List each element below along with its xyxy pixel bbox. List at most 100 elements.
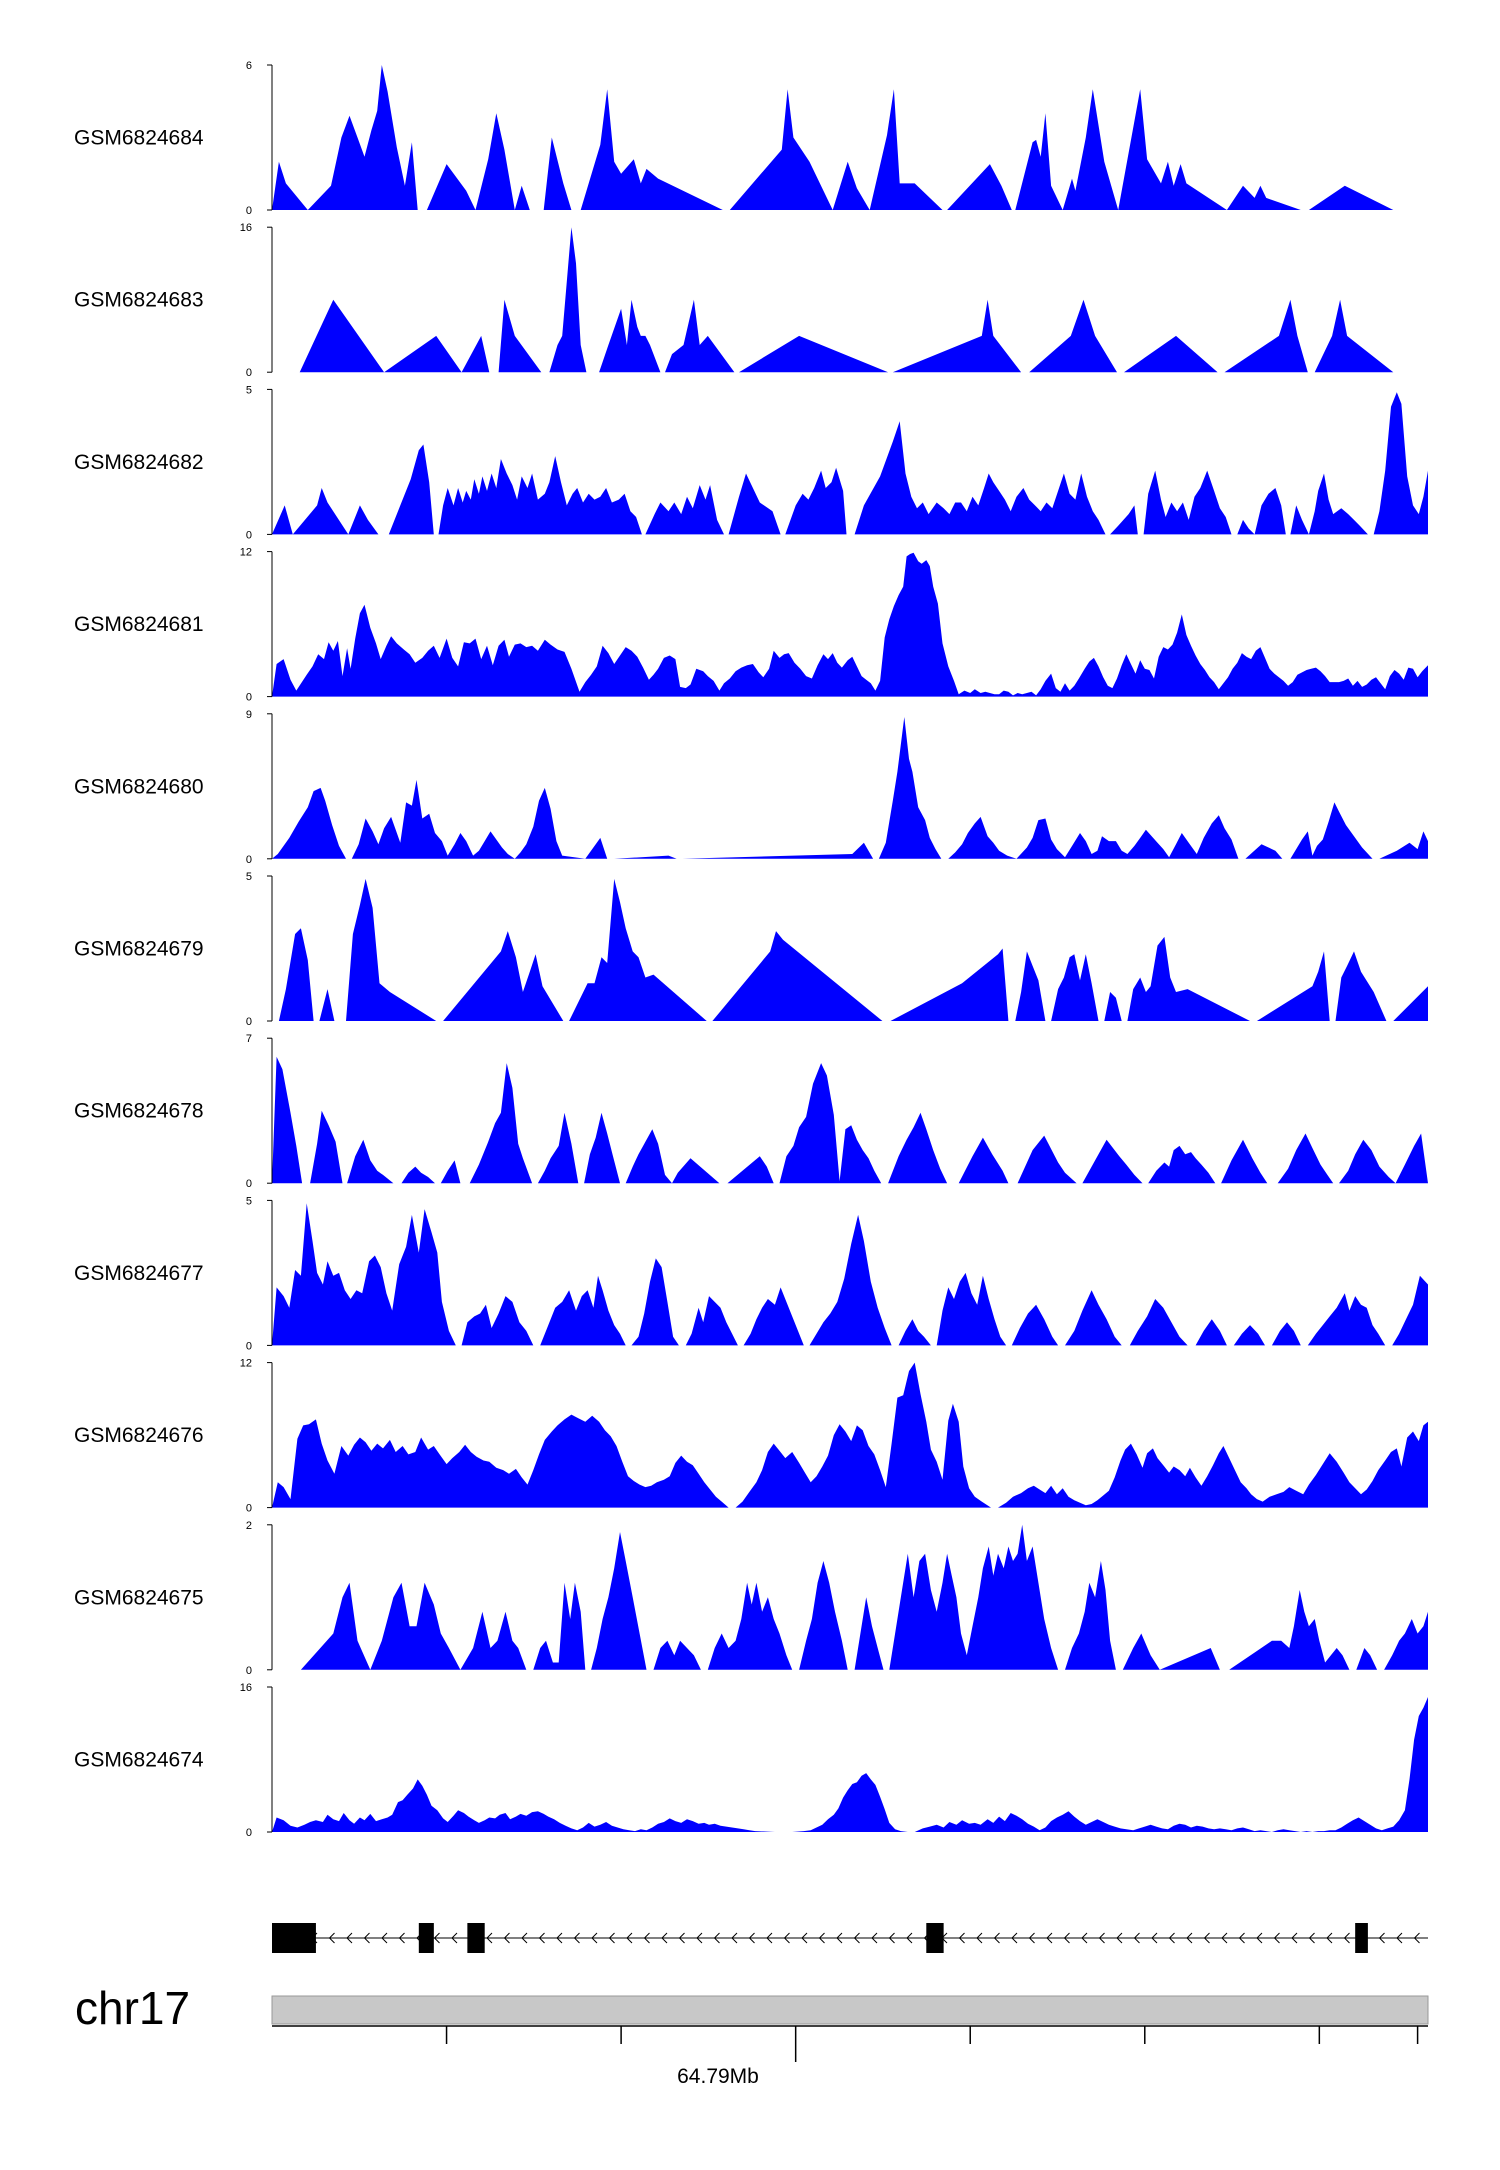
coverage-area: [272, 1362, 1428, 1508]
track-label: GSM6824680: [74, 775, 204, 798]
strand-arrow: [1063, 1932, 1070, 1944]
track-GSM6824684: 6 0 GSM6824684: [74, 60, 1397, 217]
y-axis-min-label: 0: [246, 1340, 252, 1352]
gene-model: [272, 1923, 1428, 1953]
y-axis-max-label: 16: [240, 1682, 252, 1694]
strand-arrow: [433, 1932, 440, 1944]
strand-arrow: [328, 1932, 335, 1944]
strand-arrow: [818, 1932, 825, 1944]
track-label: GSM6824684: [74, 127, 204, 150]
strand-arrow: [1273, 1932, 1280, 1944]
strand-arrow: [1133, 1932, 1140, 1944]
strand-arrow: [1028, 1932, 1035, 1944]
tracks-layer: 6 0 GSM6824684 16 0 GSM6824683 5 0 GSM6824682 12 0…: [74, 60, 1428, 1839]
strand-arrow: [748, 1932, 755, 1944]
y-axis-max-label: 12: [240, 1358, 252, 1370]
track-GSM6824675: 2 0 GSM6824675: [74, 1520, 1428, 1677]
strand-arrow: [1291, 1932, 1298, 1944]
strand-arrow: [643, 1932, 650, 1944]
coverage-area: [272, 717, 1428, 859]
track-GSM6824674: 16 0 GSM6824674: [74, 1682, 1428, 1839]
coverage-area: [299, 227, 1394, 373]
track-label: GSM6824682: [74, 451, 204, 474]
coverage-area: [272, 1203, 1428, 1346]
coverage-area: [272, 65, 1397, 210]
exon-block: [418, 1923, 434, 1953]
coverage-area: [272, 552, 1428, 697]
y-axis-min-label: 0: [246, 205, 252, 217]
strand-arrow: [1081, 1932, 1088, 1944]
strand-arrow: [976, 1932, 983, 1944]
strand-arrow: [451, 1932, 458, 1944]
strand-arrow: [783, 1932, 790, 1944]
strand-arrow: [486, 1932, 493, 1944]
exon-block: [1355, 1923, 1368, 1953]
y-axis-max-label: 2: [246, 1520, 252, 1532]
y-axis-max-label: 7: [246, 1033, 252, 1045]
y-axis-min-label: 0: [246, 1503, 252, 1515]
ideogram: chr17: [75, 1982, 1429, 2034]
strand-arrow: [398, 1932, 405, 1944]
track-GSM6824679: 5 0 GSM6824679: [74, 871, 1428, 1028]
y-axis-min-label: 0: [246, 692, 252, 704]
track-label: GSM6824675: [74, 1586, 204, 1609]
strand-arrow: [1098, 1932, 1105, 1944]
strand-arrow: [1256, 1932, 1263, 1944]
y-axis-min-label: 0: [246, 1665, 252, 1677]
coverage-area: [272, 392, 1428, 535]
exon-block: [272, 1923, 316, 1953]
y-axis-max-label: 12: [240, 547, 252, 559]
strand-arrow: [1238, 1932, 1245, 1944]
strand-arrow: [906, 1932, 913, 1944]
strand-arrow: [1343, 1932, 1350, 1944]
strand-arrow: [713, 1932, 720, 1944]
track-GSM6824682: 5 0 GSM6824682: [74, 384, 1428, 541]
y-axis-max-label: 9: [246, 709, 252, 721]
y-axis-max-label: 5: [246, 384, 252, 396]
strand-arrow: [556, 1932, 563, 1944]
exon-block: [926, 1923, 944, 1953]
strand-arrow: [363, 1932, 370, 1944]
track-GSM6824676: 12 0 GSM6824676: [74, 1358, 1428, 1515]
strand-arrow: [1378, 1932, 1385, 1944]
strand-arrow: [521, 1932, 528, 1944]
track-label: GSM6824683: [74, 289, 204, 312]
coverage-area: [272, 1056, 1428, 1184]
exon-block: [467, 1923, 485, 1953]
strand-arrow: [573, 1932, 580, 1944]
y-axis-min-label: 0: [246, 854, 252, 866]
strand-arrow: [346, 1932, 353, 1944]
strand-arrow: [696, 1932, 703, 1944]
strand-arrow: [626, 1932, 633, 1944]
strand-arrow: [1116, 1932, 1123, 1944]
y-axis-max-label: 5: [246, 871, 252, 883]
strand-arrow: [503, 1932, 510, 1944]
strand-arrow: [1203, 1932, 1210, 1944]
strand-arrow: [661, 1932, 668, 1944]
coverage-area: [272, 1697, 1428, 1832]
genome-axis: 64.79Mb: [272, 2025, 1428, 2088]
strand-arrow: [731, 1932, 738, 1944]
strand-arrow: [678, 1932, 685, 1944]
strand-arrow: [1396, 1932, 1403, 1944]
track-GSM6824678: 7 0 GSM6824678: [74, 1033, 1428, 1190]
coverage-area: [272, 878, 1428, 1021]
strand-arrow: [836, 1932, 843, 1944]
strand-arrow: [888, 1932, 895, 1944]
track-GSM6824677: 5 0 GSM6824677: [74, 1195, 1428, 1352]
strand-arrow: [766, 1932, 773, 1944]
strand-arrow: [1326, 1932, 1333, 1944]
strand-arrow: [801, 1932, 808, 1944]
track-label: GSM6824678: [74, 1100, 204, 1123]
strand-arrow: [1221, 1932, 1228, 1944]
strand-arrow: [1308, 1932, 1315, 1944]
track-label: GSM6824681: [74, 613, 204, 636]
strand-arrow: [538, 1932, 545, 1944]
track-GSM6824683: 16 0 GSM6824683: [74, 222, 1394, 379]
track-label: GSM6824676: [74, 1424, 204, 1447]
strand-arrow: [608, 1932, 615, 1944]
strand-arrow: [871, 1932, 878, 1944]
y-axis-max-label: 16: [240, 222, 252, 234]
strand-arrow: [993, 1932, 1000, 1944]
